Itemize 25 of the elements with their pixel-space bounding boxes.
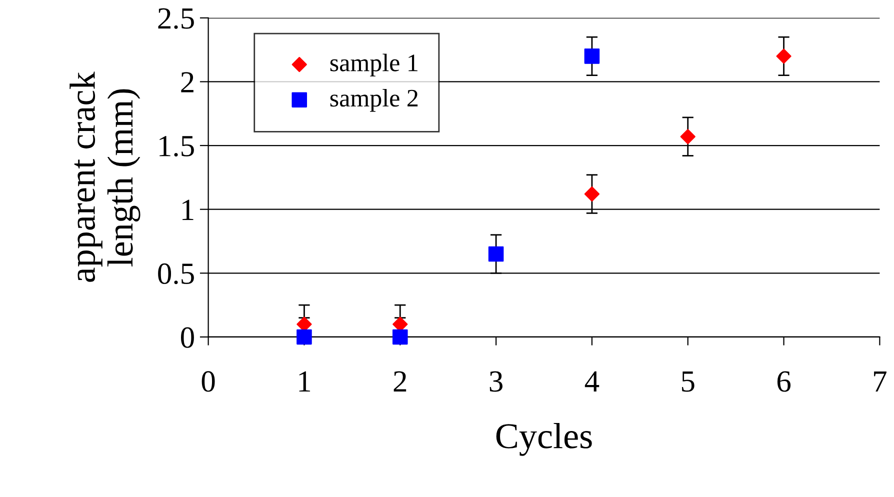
point: [584, 48, 600, 64]
y-tick-label: 2: [181, 72, 194, 92]
point: [680, 129, 696, 144]
y-tick-label: 1.5: [160, 136, 194, 157]
x-tick-label: 5: [682, 371, 694, 392]
x-tick-label: 4: [584, 371, 600, 392]
point: [296, 329, 312, 345]
point: [776, 48, 792, 64]
x-tick-label: 2: [394, 371, 406, 392]
y-tick-label: 0.5: [158, 263, 194, 284]
legend-label: sample 1: [330, 54, 418, 76]
y-tick-label: 0: [180, 327, 194, 348]
x-tick-label: 7: [874, 371, 886, 392]
y-tick-label: 2.5: [158, 8, 194, 29]
y-axis-title: apparent crack length (mm): [70, 72, 140, 282]
x-tick-label: 6: [777, 371, 791, 392]
x-tick-label: 0: [202, 371, 215, 392]
point: [488, 246, 504, 262]
point: [392, 329, 408, 345]
x-axis-title: Cycles: [496, 423, 592, 456]
legend-label: sample 2: [330, 89, 418, 112]
point: [584, 186, 600, 202]
x-tick-label: 1: [299, 371, 310, 392]
x-tick-label: 3: [490, 371, 502, 392]
y-tick-label: 1: [182, 200, 194, 220]
